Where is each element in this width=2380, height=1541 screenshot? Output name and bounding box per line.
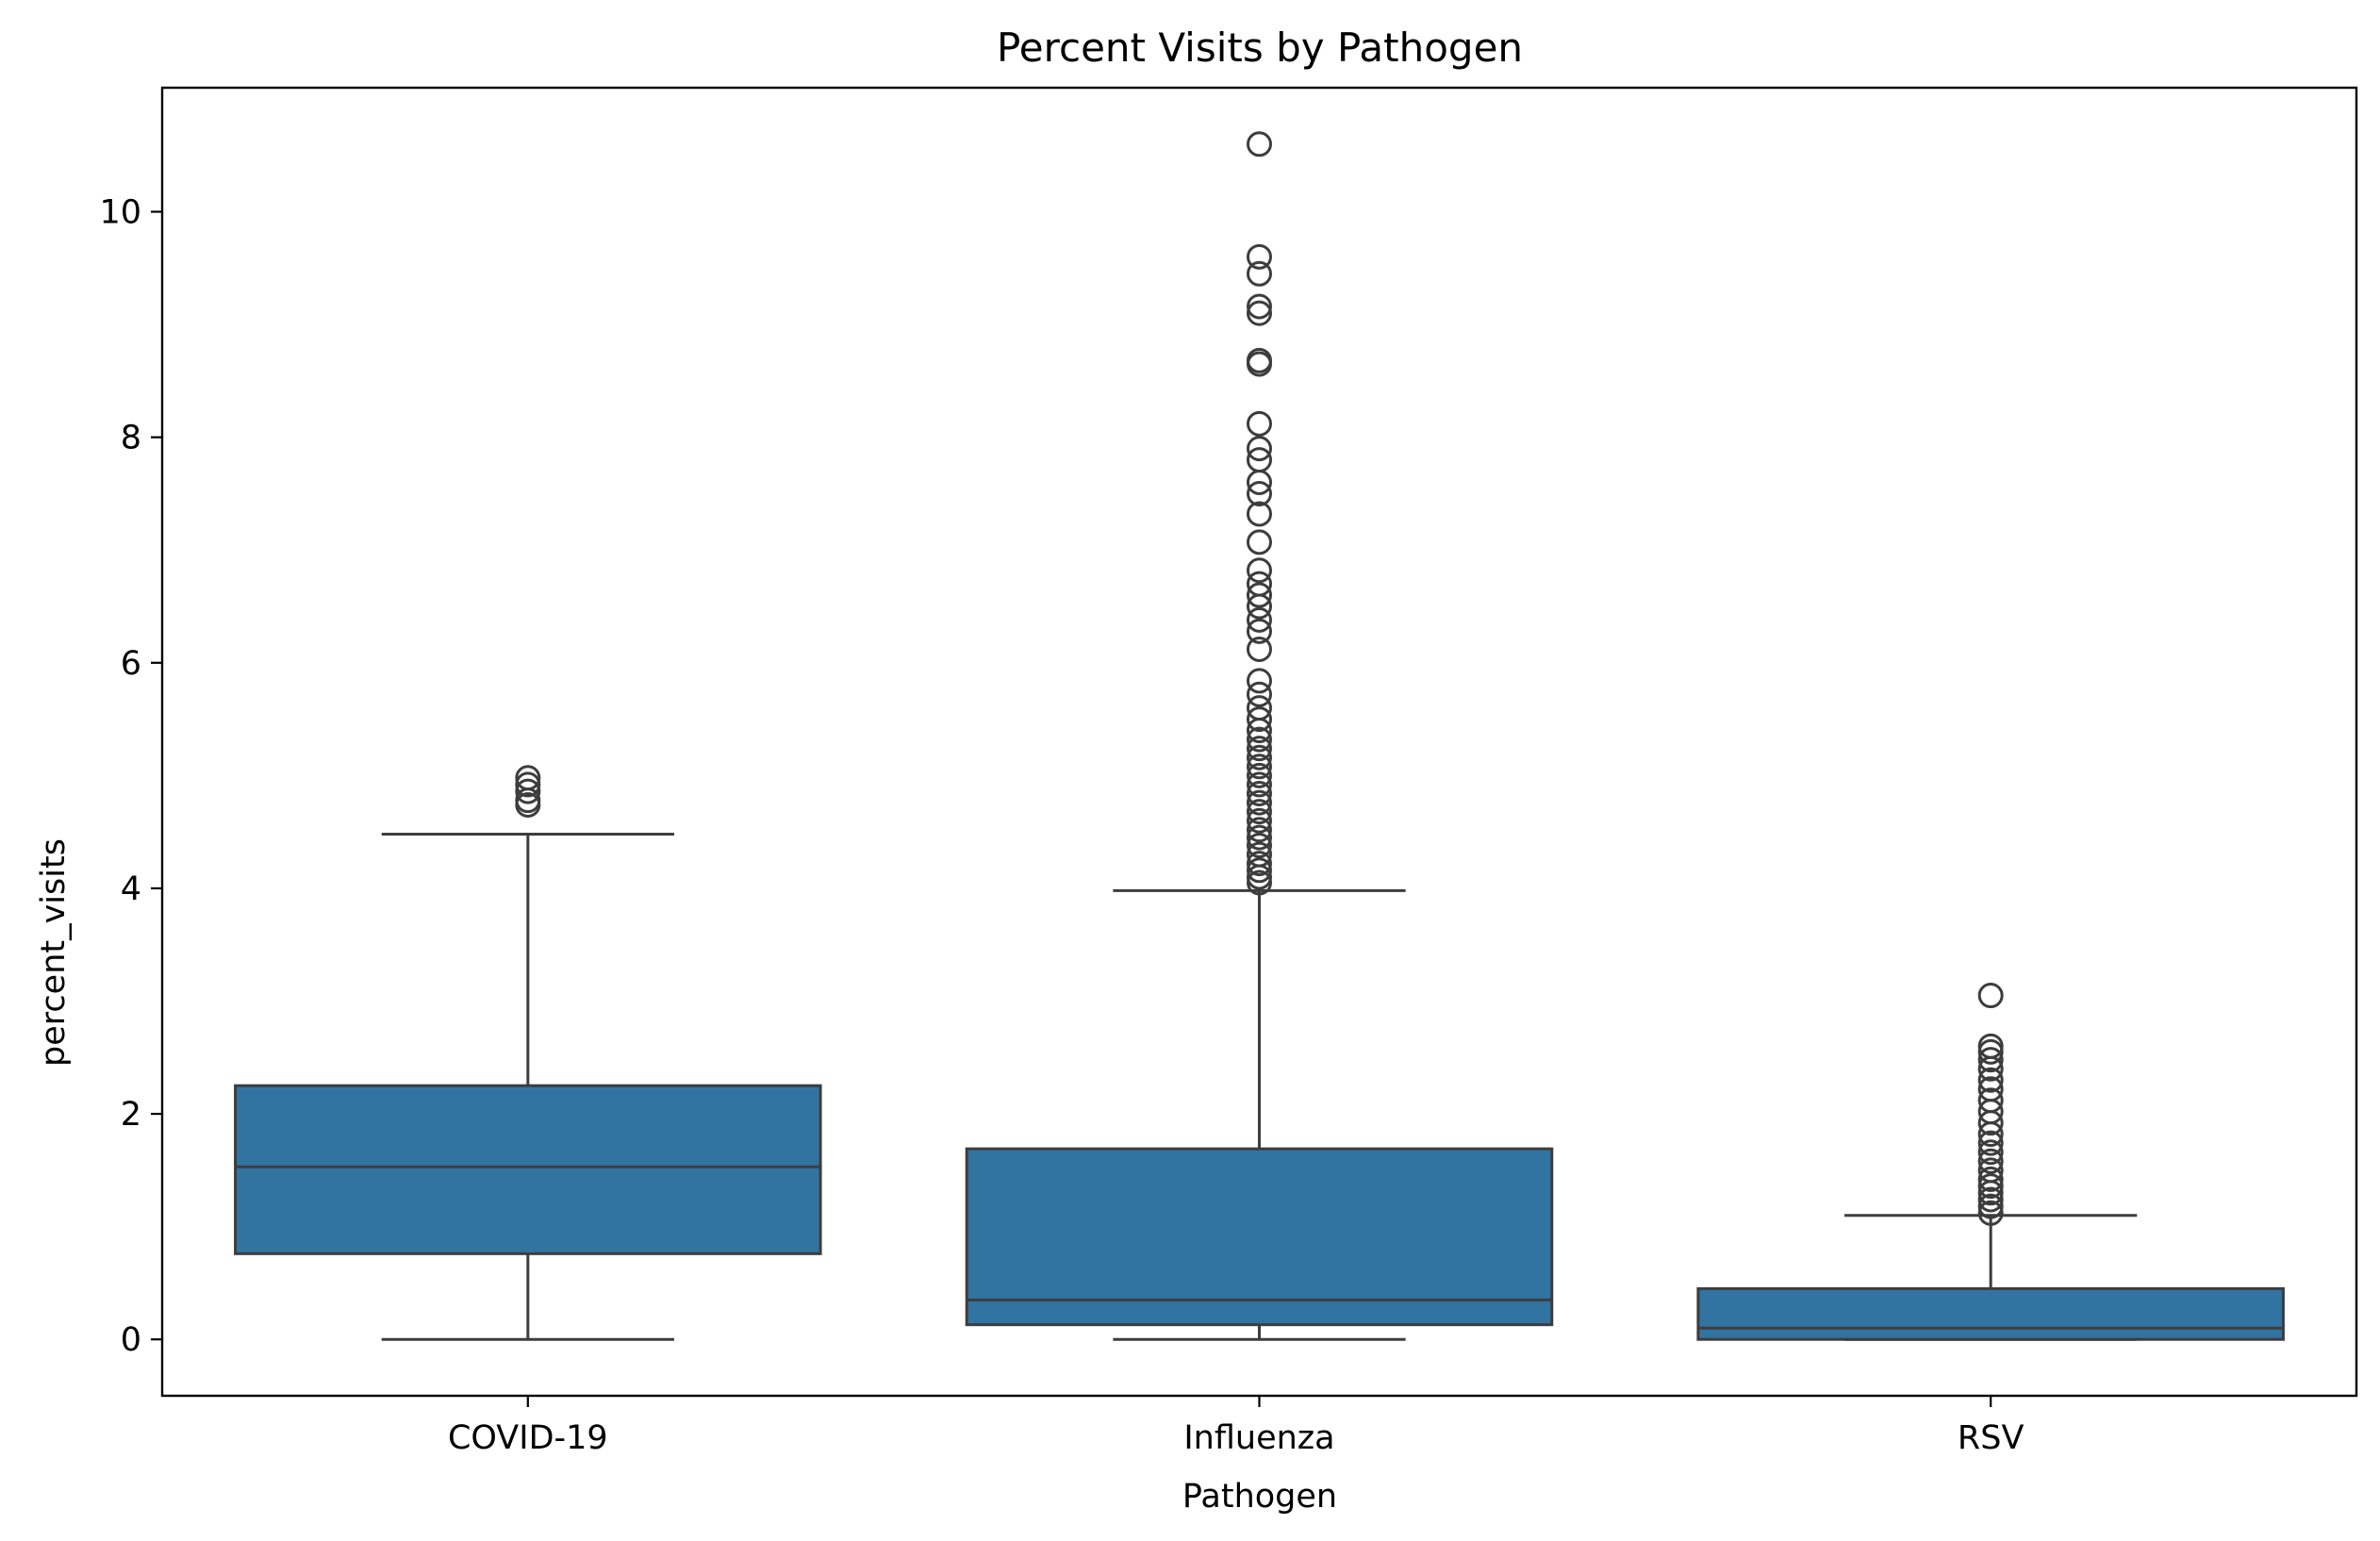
outlier-point (1977, 1186, 2004, 1213)
iqr-box (234, 1084, 822, 1255)
outlier-point (1247, 501, 1272, 527)
outlier-point (1247, 857, 1272, 884)
outlier-point (1247, 744, 1272, 770)
outlier-point (1247, 668, 1272, 694)
outlier-point (1977, 1087, 2004, 1114)
outlier-point (1977, 1166, 2004, 1192)
outlier-point (1247, 582, 1272, 608)
outlier-point (1247, 606, 1272, 633)
outlier-point (1247, 817, 1272, 843)
outlier-point (1977, 983, 2004, 1009)
box-group-influenza (965, 131, 1554, 1341)
plot-area (234, 131, 2285, 1341)
outlier-point (1247, 480, 1272, 506)
y-tick-label: 0 (121, 1321, 141, 1359)
outlier-point (1247, 347, 1272, 373)
outlier-point (1977, 1157, 2004, 1184)
outlier-point (1977, 1076, 2004, 1102)
outlier-point (1977, 1173, 2004, 1200)
x-tick-label: RSV (1958, 1419, 2025, 1457)
outlier-point (1977, 1067, 2004, 1093)
outlier-point (1247, 789, 1272, 816)
box-group-covid-19 (234, 765, 822, 1341)
outlier-point (1247, 736, 1272, 762)
outlier-point (1247, 243, 1272, 270)
outlier-point (1247, 833, 1272, 859)
outlier-point (1247, 771, 1272, 798)
y-tick-label: 8 (121, 420, 141, 457)
outlier-point (1247, 436, 1272, 462)
outlier-point (1977, 1139, 2004, 1166)
axes: 0 2 4 6 8 10 COVID-19 Influenza RSV (99, 194, 2024, 1457)
outlier-point (1247, 293, 1272, 320)
iqr-box (1696, 1286, 2285, 1341)
y-tick-label: 6 (121, 645, 141, 683)
outlier-point (1977, 1148, 2004, 1174)
outlier-point (1247, 841, 1272, 868)
outlier-point (1247, 529, 1272, 555)
outlier-point (515, 771, 541, 798)
outlier-point (1247, 681, 1272, 707)
y-tick-label: 2 (121, 1096, 141, 1134)
outlier-point (1247, 447, 1272, 473)
outlier-point (1247, 571, 1272, 597)
x-tick-label: Influenza (1183, 1419, 1334, 1457)
outlier-point (1247, 300, 1272, 326)
chart-title: Percent Visits by Pathogen (997, 25, 1523, 71)
outlier-point (1247, 260, 1272, 287)
y-tick-label: 10 (99, 194, 141, 232)
outlier-point (1977, 1130, 2004, 1156)
outlier-point (1247, 781, 1272, 807)
outlier-point (1247, 799, 1272, 825)
box-group-rsv (1696, 983, 2285, 1341)
y-tick-label: 4 (121, 870, 141, 908)
iqr-box (965, 1147, 1554, 1327)
outlier-point (1977, 1047, 2004, 1073)
outlier-point (1977, 1033, 2004, 1059)
outlier-point (1247, 762, 1272, 788)
outlier-point (1977, 1200, 2004, 1226)
outlier-point (1247, 618, 1272, 644)
outlier-point (515, 765, 541, 791)
outlier-point (1247, 807, 1272, 834)
outlier-point (1247, 695, 1272, 721)
outlier-point (1247, 726, 1272, 753)
outlier-point (1247, 851, 1272, 877)
outlier-point (1247, 706, 1272, 733)
outlier-point (1247, 131, 1272, 157)
outlier-point (1247, 636, 1272, 662)
outlier-point (515, 778, 541, 804)
outlier-point (1247, 824, 1272, 851)
outlier-point (1247, 557, 1272, 584)
x-tick-label: COVID-19 (448, 1419, 608, 1457)
outlier-point (1977, 1193, 2004, 1219)
x-axis-label: Pathogen (1182, 1478, 1337, 1516)
y-axis-label: percent_visits (35, 838, 73, 1067)
outlier-point (1247, 410, 1272, 437)
outlier-point (1247, 754, 1272, 780)
